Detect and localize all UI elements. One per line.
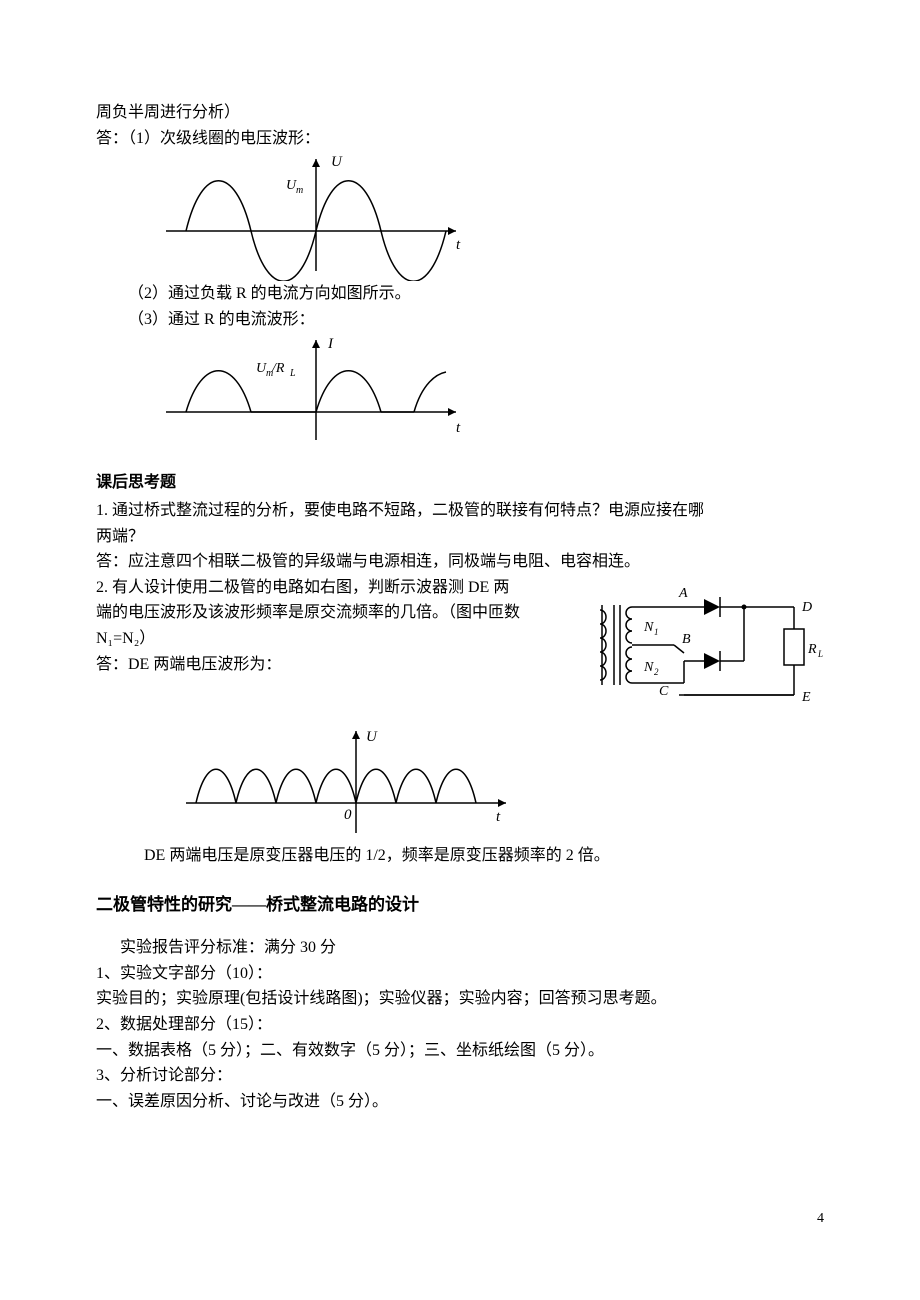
section1-title: 课后思考题 (96, 470, 824, 496)
svg-text:/R: /R (271, 361, 285, 376)
svg-text:m: m (296, 185, 303, 196)
svg-text:L: L (289, 368, 296, 379)
circuit-diagram: A N1 B N2 . C D RL E (584, 575, 824, 715)
eval-l3: 实验目的；实验原理(包括设计线路图)；实验仪器；实验内容；回答预习思考题。 (96, 986, 824, 1012)
q2-ans: 答：DE 两端电压波形为： (96, 652, 574, 678)
q1-line2: 两端？ (96, 524, 824, 550)
q1-line1: 1. 通过桥式整流过程的分析，要使电路不短路，二极管的联接有何特点？电源应接在哪 (96, 498, 824, 524)
svg-text:I: I (327, 336, 334, 352)
svg-text:L: L (817, 649, 823, 659)
eval-l1: 实验报告评分标准：满分 30 分 (96, 935, 824, 961)
page-number: 4 (817, 1208, 824, 1230)
svg-text:t: t (456, 237, 461, 253)
eval-l2: 1、实验文字部分（10）： (96, 961, 824, 987)
svg-text:U: U (331, 154, 343, 170)
eval-l4: 2、数据处理部分（15）： (96, 1012, 824, 1038)
svg-text:A: A (678, 586, 688, 601)
conclusion: DE 两端电压是原变压器电压的 1/2，频率是原变压器频率的 2 倍。 (96, 843, 824, 869)
svg-text:2: 2 (654, 667, 659, 677)
eval-l6: 3、分析讨论部分： (96, 1063, 824, 1089)
top-line1: 周负半周进行分析） (96, 100, 824, 126)
svg-text:t: t (456, 420, 461, 436)
mid-line2: （3）通过 R 的电流波形： (96, 307, 824, 333)
svg-text:N: N (643, 620, 654, 635)
svg-text:R: R (807, 642, 817, 657)
svg-text:B: B (682, 632, 691, 647)
eval-l7: 一、误差原因分析、讨论与改进（5 分）。 (96, 1089, 824, 1115)
q2-line2: 端的电压波形及该波形频率是原交流频率的几倍。（图中匝数 (96, 600, 574, 626)
fig2-halfwave: I t U m /R L (156, 332, 476, 452)
eval-l5: 一、数据表格（5 分）；二、有效数字（5 分）；三、坐标纸绘图（5 分）。 (96, 1038, 824, 1064)
fig1-sine: U t U m (156, 151, 476, 281)
svg-text:E: E (801, 690, 811, 705)
svg-text:U: U (366, 729, 378, 745)
top-line2: 答：（1）次级线圈的电压波形： (96, 126, 824, 152)
q2-line3: N₁=N₂） (96, 626, 574, 652)
svg-text:1: 1 (654, 627, 659, 637)
q2-line1: 2. 有人设计使用二极管的电路如右图，判断示波器测 DE 两 (96, 575, 574, 601)
svg-text:t: t (496, 809, 501, 825)
svg-text:D: D (801, 600, 812, 615)
svg-text:0: 0 (344, 807, 352, 823)
svg-text:C: C (659, 684, 669, 699)
q1-ans: 答：应注意四个相联二极管的异级端与电源相连，同极端与电阻、电容相连。 (96, 549, 824, 575)
svg-text:N: N (643, 660, 654, 675)
fig3-fullwave: U 0 t (176, 723, 536, 843)
section2-title: 二极管特性的研究——桥式整流电路的设计 (96, 891, 824, 918)
mid-line1: （2）通过负载 R 的电流方向如图所示。 (96, 281, 824, 307)
